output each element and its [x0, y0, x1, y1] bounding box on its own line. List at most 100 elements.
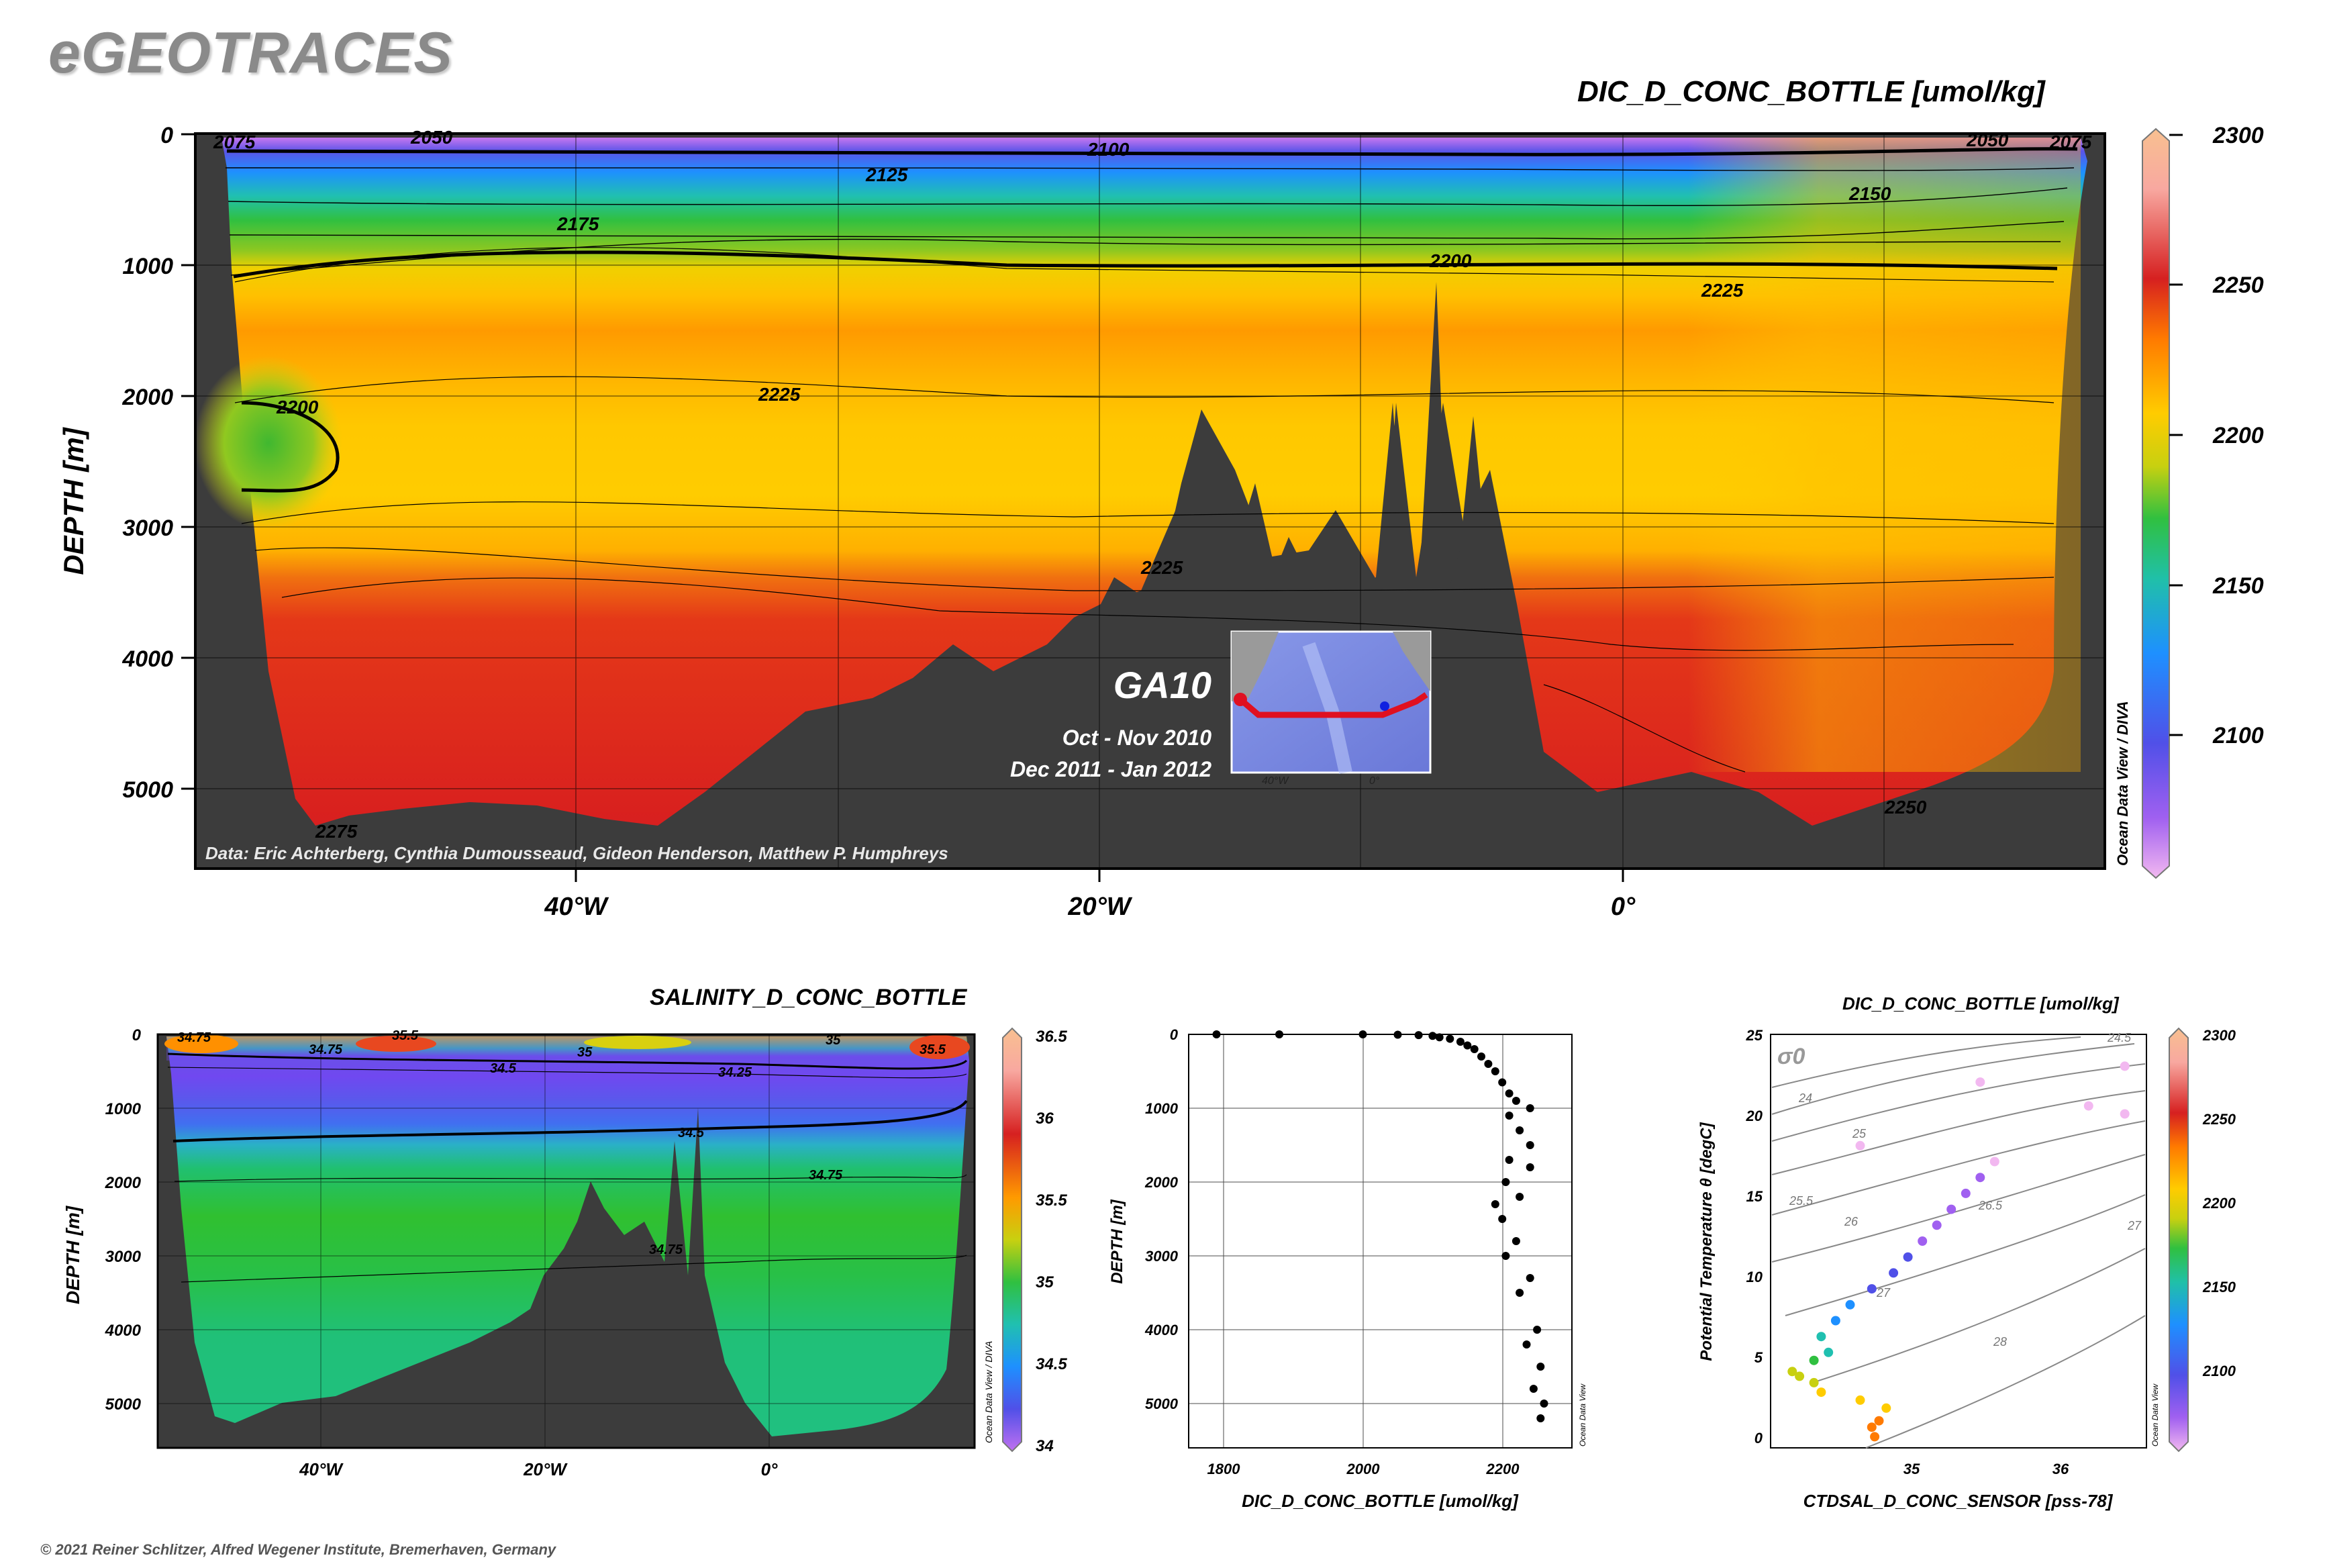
isopycnal-label: 27 — [1876, 1286, 1891, 1300]
x-tick-label: 35 — [1903, 1461, 1920, 1477]
contour-label: 2250 — [1884, 797, 1927, 818]
ts-frame — [1770, 1034, 2147, 1449]
contour-label: 2100 — [1087, 139, 1130, 160]
data-credit: Data: Eric Achterberg, Cynthia Dumoussea… — [205, 843, 948, 863]
ts-x-ticks: 35 36 — [1903, 1461, 2069, 1477]
main-tick-marks — [181, 133, 1624, 882]
profile-x-axis-label: DIC_D_CONC_BOTTLE [umol/kg] — [1242, 1491, 1519, 1511]
x-tick-label: 2000 — [1346, 1461, 1381, 1477]
ts-x-axis-label: CTDSAL_D_CONC_SENSOR [pss-78] — [1803, 1491, 2114, 1511]
inset-land-africa — [1393, 632, 1430, 691]
x-tick-label: 20°W — [523, 1459, 568, 1479]
profile-point — [1446, 1034, 1454, 1043]
ts-point — [2120, 1109, 2130, 1119]
ts-point — [1809, 1377, 1819, 1387]
x-tick-label: 40°W — [544, 893, 609, 921]
colorbar-tick-label: 2150 — [2202, 1279, 2236, 1295]
ts-scatter-plot: 24 24.5 25 25.5 26 26.5 27 27 28 σ0 0 5 … — [1697, 1027, 2160, 1511]
inset-map: 40°W 0° — [1230, 630, 1432, 787]
contour-label: 2125 — [865, 164, 908, 185]
ts-point — [1787, 1367, 1797, 1377]
ts-point — [1816, 1387, 1826, 1398]
x-tick-label: 36 — [2052, 1461, 2069, 1477]
y-tick-label: 3000 — [1145, 1248, 1179, 1265]
profile-point — [1470, 1045, 1479, 1053]
brand-logo: eGEOTRACES — [48, 21, 453, 85]
colorbar-bar — [2142, 128, 2170, 879]
profile-point — [1501, 1178, 1510, 1186]
ts-title: DIC_D_CONC_BOTTLE [umol/kg] — [1842, 993, 2119, 1014]
cruise-dates-2: Dec 2011 - Jan 2012 — [1010, 757, 1211, 781]
ts-point — [2120, 1061, 2130, 1071]
isopycnal-label: 24 — [1798, 1091, 1812, 1105]
profile-point — [1212, 1030, 1221, 1038]
profile-points — [1212, 1030, 1548, 1422]
ts-point — [1795, 1371, 1805, 1381]
y-tick-label: 5000 — [105, 1395, 142, 1414]
ts-point — [1889, 1268, 1899, 1278]
y-tick-label: 4000 — [121, 646, 173, 672]
profile-point — [1491, 1067, 1499, 1075]
x-tick-label: 0° — [761, 1459, 778, 1479]
y-tick-label: 25 — [1746, 1027, 1763, 1044]
ts-point — [1816, 1332, 1826, 1342]
profile-point — [1456, 1038, 1465, 1046]
profile-point — [1516, 1289, 1524, 1297]
profile-point — [1529, 1385, 1538, 1393]
main-x-ticks: 40°W 20°W 0° — [544, 893, 1636, 921]
x-tick-label: 1800 — [1207, 1461, 1241, 1477]
ts-point — [1867, 1422, 1877, 1432]
colorbar-tick-marks — [2169, 134, 2183, 736]
colorbar-ticks: 2300 2250 2200 2150 2100 — [2202, 1027, 2236, 1379]
y-tick-label: 1000 — [105, 1100, 142, 1118]
profile-frame — [1188, 1034, 1573, 1449]
contour-label: 2225 — [758, 384, 801, 405]
y-tick-label: 1000 — [1145, 1100, 1179, 1117]
profile-point — [1484, 1060, 1493, 1068]
x-tick-label: 20°W — [1067, 893, 1132, 921]
isopycnals — [1771, 1036, 2146, 1449]
profile-point — [1536, 1414, 1545, 1422]
isopycnal-label: 24.5 — [2107, 1031, 2132, 1044]
x-tick-label: 40°W — [299, 1459, 344, 1479]
profile-point — [1533, 1326, 1542, 1334]
profile-point — [1477, 1052, 1485, 1061]
dic-profile-plot: 0 1000 2000 3000 4000 5000 DEPTH [m] 180… — [1108, 1026, 1587, 1511]
ts-point — [1961, 1188, 1971, 1198]
ts-point — [1881, 1403, 1891, 1413]
profile-point — [1505, 1112, 1514, 1120]
colorbar-tick-label: 34.5 — [1036, 1355, 1067, 1373]
ts-y-ticks: 0 5 10 15 20 25 — [1746, 1027, 1763, 1447]
profile-point — [1498, 1078, 1507, 1087]
profile-point — [1540, 1400, 1548, 1408]
ts-point — [1989, 1157, 1999, 1167]
ts-point — [1903, 1252, 1913, 1262]
y-tick-label: 4000 — [105, 1322, 142, 1340]
ts-point — [1809, 1355, 1819, 1365]
contour-label: 35 — [826, 1033, 841, 1048]
salinity-x-ticks: 40°W 20°W 0° — [299, 1459, 778, 1479]
main-title: DIC_D_CONC_BOTTLE [umol/kg] — [1577, 75, 2045, 108]
salinity-y-axis-label: DEPTH [m] — [62, 1205, 83, 1304]
isopycnal-label: 27 — [2127, 1219, 2142, 1232]
profile-point — [1526, 1104, 1534, 1112]
isopycnal-labels: 24 24.5 25 25.5 26 26.5 27 27 28 — [1789, 1031, 2142, 1349]
contour-label: 34.5 — [490, 1061, 517, 1076]
salinity-contour-labels: 34.75 35.5 35 34.5 34.25 35.5 35 34.75 3… — [177, 1028, 946, 1257]
contour-label: 2200 — [276, 397, 319, 418]
y-tick-label: 4000 — [1144, 1322, 1179, 1338]
profile-point — [1526, 1163, 1534, 1171]
profile-x-ticks: 1800 2000 2200 — [1207, 1461, 1520, 1477]
contour-label: 35.5 — [920, 1042, 946, 1057]
y-tick-label: 0 — [160, 123, 173, 148]
ts-point — [1855, 1395, 1865, 1405]
ts-point — [1946, 1204, 1957, 1214]
contour-label: 2175 — [556, 213, 599, 234]
y-tick-label: 2000 — [1144, 1174, 1179, 1191]
profile-point — [1358, 1030, 1367, 1038]
colorbar-tick-label: 2300 — [2212, 123, 2264, 148]
main-y-axis-label: DEPTH [m] — [58, 426, 89, 575]
isopycnal-label: 28 — [1993, 1335, 2007, 1349]
ts-point — [1918, 1236, 1928, 1246]
